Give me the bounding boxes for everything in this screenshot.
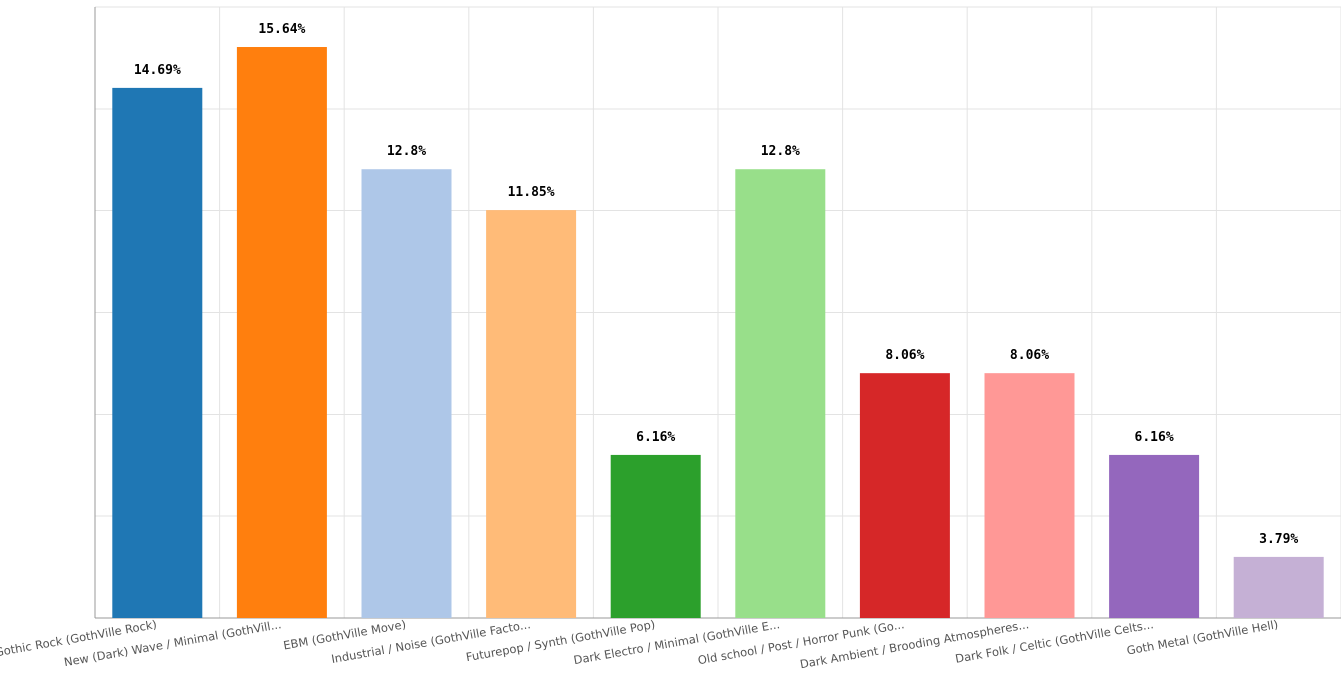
value-label: 6.16%: [1135, 430, 1174, 445]
value-label: 11.85%: [508, 185, 555, 200]
bar: [984, 373, 1075, 618]
value-label: 8.06%: [1010, 348, 1049, 363]
bar: [486, 210, 577, 618]
x-tick-label: New (Dark) Wave / Minimal (GothVill...: [63, 617, 283, 669]
bar: [236, 47, 327, 619]
bar: [112, 87, 203, 619]
x-tick-label: Dark Electro / Minimal (GothVille E...: [572, 617, 780, 667]
bar: [1233, 556, 1324, 618]
value-label: 12.8%: [761, 144, 800, 159]
value-label: 6.16%: [636, 430, 675, 445]
value-label: 14.69%: [134, 63, 181, 78]
bar: [610, 454, 701, 618]
bar: [859, 373, 950, 618]
value-label: 12.8%: [387, 144, 426, 159]
bar: [735, 169, 826, 619]
bar: [361, 169, 452, 619]
value-label: 8.06%: [885, 348, 924, 363]
bar: [1109, 454, 1200, 618]
value-label: 15.64%: [258, 22, 305, 37]
value-label: 3.79%: [1259, 532, 1298, 547]
